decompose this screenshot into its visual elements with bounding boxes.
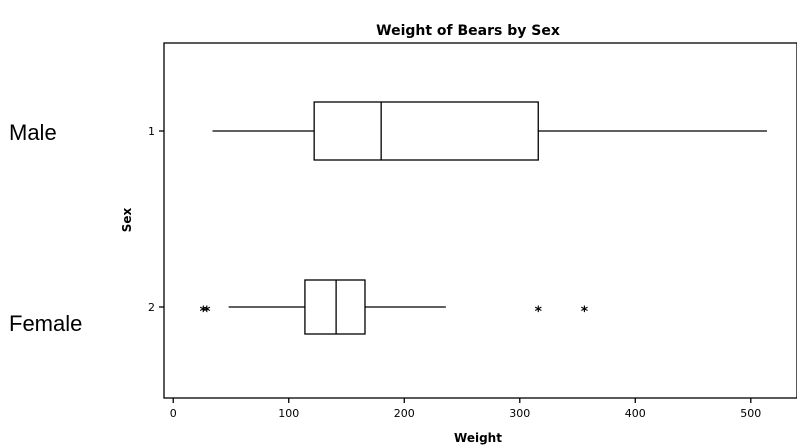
- x-tick-label: 200: [394, 407, 415, 420]
- x-tick-label: 400: [625, 407, 646, 420]
- iqr-box: [313, 101, 539, 161]
- outlier-point: *: [581, 304, 589, 320]
- plot-frame: [163, 42, 797, 399]
- annotation-male: Male: [9, 120, 57, 145]
- box-1: [212, 101, 767, 161]
- y-axis: 12: [148, 125, 164, 314]
- y-tick-label: 1: [148, 125, 155, 138]
- annotation-female: Female: [9, 311, 82, 336]
- x-axis-title: Weight: [454, 431, 502, 445]
- x-tick-label: 100: [278, 407, 299, 420]
- x-tick-label: 0: [170, 407, 177, 420]
- y-axis-title: Sex: [120, 207, 134, 232]
- iqr-box: [304, 279, 366, 335]
- x-axis: 0 100 200 300 400 500: [170, 398, 761, 420]
- y-tick-label: 2: [148, 301, 155, 314]
- box-2: ** * *: [200, 279, 589, 335]
- chart-title: Weight of Bears by Sex: [376, 23, 560, 39]
- outlier-point: *: [203, 304, 211, 320]
- outlier-point: *: [200, 304, 208, 320]
- x-tick-label: 300: [509, 407, 530, 420]
- boxes: ** * *: [200, 101, 767, 335]
- x-tick-label: 500: [740, 407, 761, 420]
- outlier-point: *: [535, 304, 543, 320]
